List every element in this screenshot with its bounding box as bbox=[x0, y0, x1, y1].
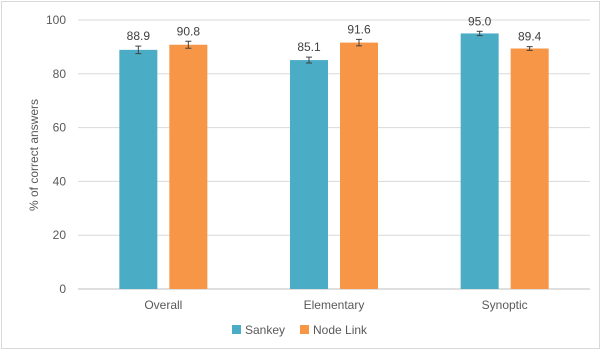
legend-swatch bbox=[300, 325, 309, 334]
x-axis-categories: Overall Elementary Synoptic bbox=[144, 298, 527, 312]
data-label: 88.9 bbox=[127, 29, 151, 43]
y-tick-label: 0 bbox=[59, 282, 66, 296]
legend-label: Sankey bbox=[245, 323, 285, 337]
y-tick-label: 60 bbox=[53, 121, 67, 135]
data-label: 85.1 bbox=[297, 40, 321, 54]
x-category-label: Synoptic bbox=[482, 298, 528, 312]
legend-label: Node Link bbox=[313, 323, 368, 337]
bar-sankey-overall bbox=[119, 49, 158, 289]
y-tick-label: 80 bbox=[53, 67, 67, 81]
bar-node-link-elementary bbox=[340, 42, 378, 289]
x-category-label: Elementary bbox=[304, 298, 365, 312]
y-tick-label: 100 bbox=[46, 13, 66, 27]
legend-swatch bbox=[232, 325, 241, 334]
y-tick-label: 40 bbox=[53, 174, 67, 188]
x-category-label: Overall bbox=[144, 298, 182, 312]
bars: 88.9 90.8 85.1 91.6 95.0 89.4 bbox=[119, 14, 549, 290]
data-label: 89.4 bbox=[518, 30, 542, 44]
gridlines bbox=[78, 19, 590, 290]
data-label: 95.0 bbox=[468, 14, 492, 28]
y-axis-title: % of correct answers bbox=[27, 99, 41, 211]
bar-sankey-synoptic bbox=[460, 33, 499, 290]
legend: Sankey Node Link bbox=[232, 323, 368, 337]
bar-node-link-synoptic bbox=[510, 48, 549, 289]
bar-node-link-overall bbox=[169, 44, 208, 289]
data-label: 90.8 bbox=[177, 24, 201, 38]
data-label: 91.6 bbox=[347, 22, 371, 36]
y-axis-ticks: 0 20 40 60 80 100 bbox=[46, 13, 66, 296]
y-tick-label: 20 bbox=[53, 228, 67, 242]
bar-sankey-elementary bbox=[290, 60, 328, 290]
